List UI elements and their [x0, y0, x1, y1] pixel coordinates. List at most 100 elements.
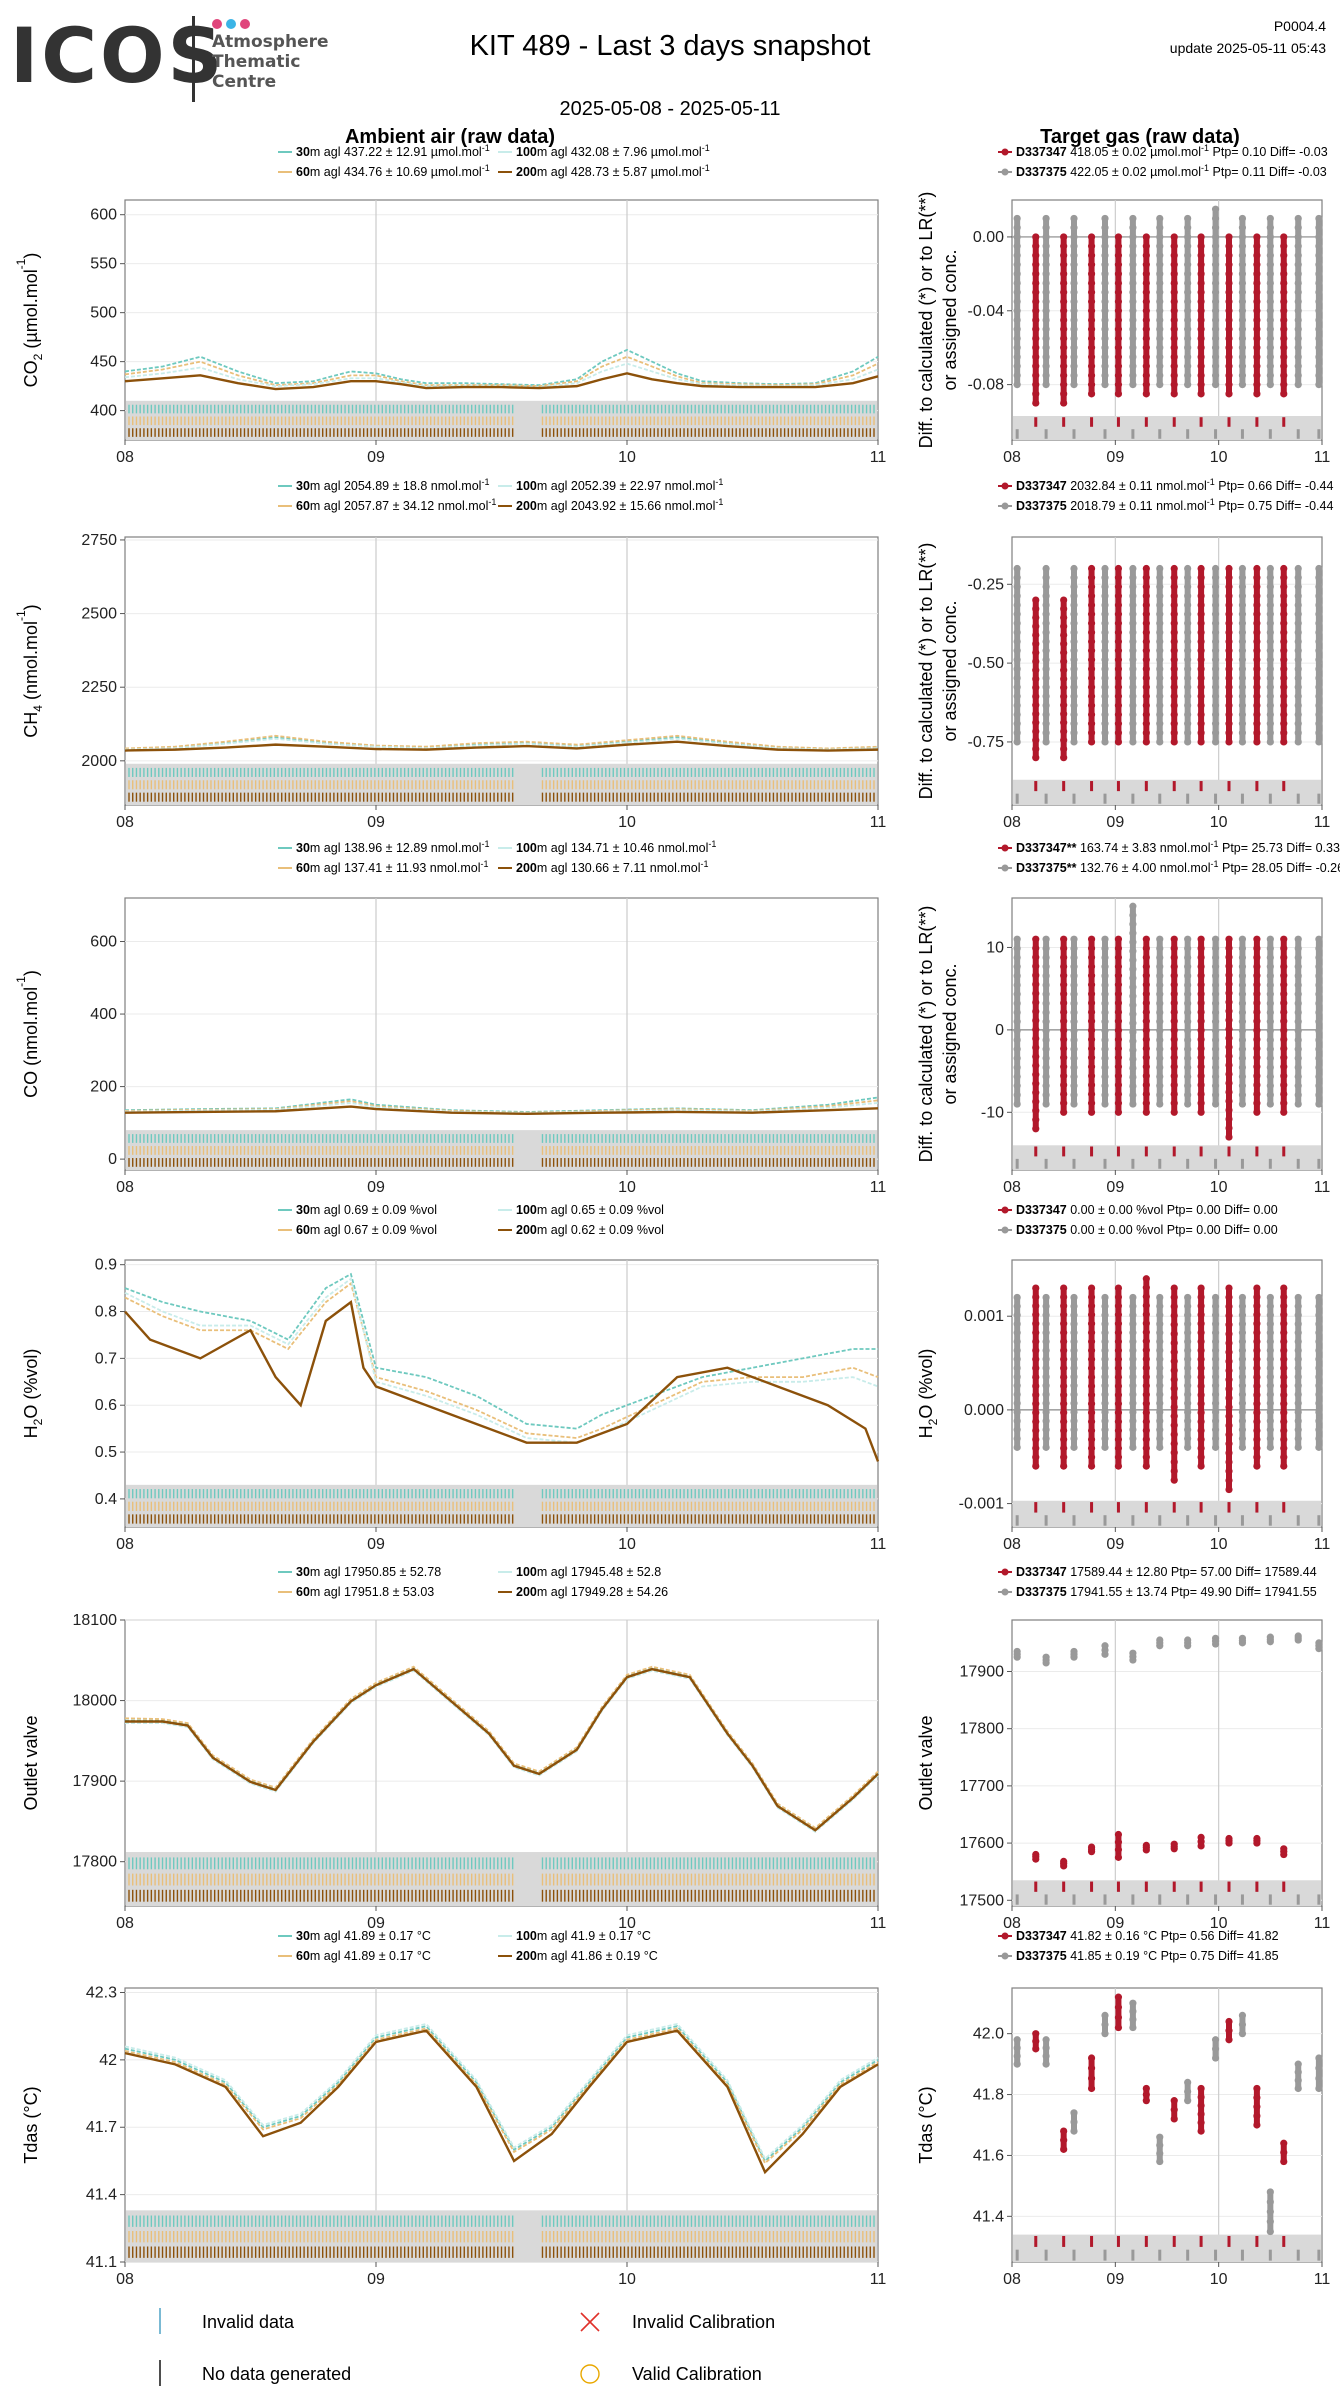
target-point-tg_red [1087, 628, 1096, 637]
target-point-tg_red [1225, 1394, 1233, 1402]
target-point-tg_grey [1184, 1018, 1192, 1026]
target-point-tg_red [1225, 1339, 1233, 1347]
target-point-tg_grey [1013, 1311, 1021, 1319]
target-point-tg_red [1170, 1108, 1178, 1116]
x-tick-label: 09 [367, 1179, 385, 1196]
target-point-tg_red [1114, 962, 1123, 971]
target-point-tg_grey [1070, 1018, 1078, 1026]
y-tick-label: 10 [986, 939, 1004, 956]
target-point-tg_red [1170, 683, 1178, 691]
y-axis-label: H2O (%vol) [916, 1349, 940, 1439]
target-point-tg_red [1142, 637, 1150, 646]
target-point-tg_grey [1184, 261, 1192, 269]
target-point-tg_red [1087, 564, 1096, 573]
target-point-tg_red [1060, 1409, 1068, 1417]
target-point-tg_red [1170, 1403, 1178, 1411]
target-point-tg_grey [1184, 1355, 1192, 1363]
target-point-tg_grey [1101, 1434, 1109, 1443]
target-point-tg_grey [1184, 1063, 1192, 1072]
target-point-tg_red [1197, 1035, 1205, 1044]
target-point-tg_red [1087, 251, 1096, 259]
legend-height: 30 [296, 1203, 310, 1217]
target-point-tg_grey [1294, 710, 1302, 719]
target-point-tg_red [1197, 1072, 1205, 1080]
target-point-tg_grey [1156, 344, 1164, 352]
target-point-tg_red [1087, 344, 1096, 352]
target-point-tg_red [1032, 596, 1040, 604]
quality-band [1013, 1145, 1321, 1170]
target-point-tg_grey [1156, 701, 1164, 710]
target-point-tg_grey [1211, 251, 1220, 259]
target-point-tg_red [1142, 720, 1150, 728]
target-point-tg_grey [1266, 935, 1274, 943]
target-point-tg_grey [1266, 944, 1274, 952]
target-point-tg_red [1087, 637, 1096, 646]
target-point-tg_grey [1101, 1054, 1109, 1062]
target-point-tg_grey [1266, 1390, 1274, 1399]
target-point-tg_red [1060, 692, 1068, 700]
target-point-tg_grey [1070, 1399, 1078, 1407]
target-point-tg_grey [1315, 592, 1323, 600]
legend-text: m agl 138.96 ± 12.89 nmol.mol [310, 841, 482, 855]
target-point-tg_grey [1013, 1426, 1021, 1434]
target-point-tg_red [1114, 990, 1123, 998]
target-point-tg_red [1114, 1426, 1123, 1435]
target-point-tg_red [1060, 1284, 1068, 1292]
target-point-tg_red [1225, 574, 1233, 582]
x-tick-label: 09 [1106, 449, 1124, 466]
target-point-tg_red [1032, 1284, 1040, 1292]
target-point-tg_grey [1266, 628, 1274, 637]
target-point-tg_grey [1238, 334, 1247, 343]
target-point-tg_grey [1042, 1390, 1050, 1399]
target-point-tg_red [1060, 233, 1068, 241]
target-point-tg_grey [1013, 1100, 1021, 1108]
target-point-tg_red [1170, 1330, 1178, 1338]
target-point-tg_grey [1101, 1091, 1109, 1099]
target-point-tg_grey [1013, 1082, 1021, 1090]
target-point-tg_grey [1315, 583, 1323, 591]
target-point-tg_grey [1070, 619, 1078, 627]
target-point-tg_grey [1156, 362, 1164, 370]
target-point-tg_grey [1238, 738, 1247, 746]
y-axis-label-part: O (%vol) [21, 1349, 41, 1419]
target-point-tg_grey [1070, 990, 1078, 998]
target-point-tg_red [1087, 738, 1096, 746]
target-point-tg_red [1032, 1320, 1040, 1328]
target-point-tg_red [1114, 738, 1123, 746]
target-point-tg_grey [1042, 1346, 1050, 1354]
target-point-tg_grey [1156, 710, 1164, 719]
target-point-tg_grey [1013, 1027, 1021, 1035]
target-point-tg_red [1060, 1373, 1068, 1381]
target-point-tg_red [1032, 640, 1040, 648]
target-point-tg_red [1114, 1108, 1123, 1116]
legend-sup: -1 [481, 477, 489, 487]
y-axis-label-part: -1 [14, 258, 28, 269]
legend-height: 60 [296, 861, 310, 875]
target-point-tg_red [1225, 619, 1233, 627]
target-point-tg_grey [1238, 1426, 1247, 1434]
target-point-tg_red [1225, 610, 1233, 618]
target-point-tg_red [1114, 390, 1123, 398]
target-point-tg_red [1280, 1320, 1288, 1328]
target-point-tg_grey [1129, 692, 1137, 700]
target-point-tg_grey [1266, 371, 1274, 379]
target-point-tg_red [1032, 1098, 1040, 1106]
target-point-tg_red [1087, 1435, 1096, 1444]
legend-height: 100 [516, 841, 537, 855]
target-point-tg_red [1170, 307, 1178, 315]
target-point-tg_red [1170, 288, 1178, 296]
target-point-tg_grey [1211, 656, 1220, 664]
target-point-tg_red [1114, 1462, 1123, 1470]
target-point-tg_grey [1129, 701, 1137, 710]
target-point-tg_grey [1315, 1091, 1323, 1099]
target-point-tg_grey [1184, 242, 1192, 250]
target-point-tg_grey [1266, 601, 1274, 609]
target-point-tg_grey [1211, 738, 1220, 746]
target-point-tg_grey [1315, 233, 1323, 241]
target-point-tg_grey [1070, 701, 1078, 710]
target-point-tg_red [1280, 279, 1288, 287]
target-point-tg_red [1197, 1418, 1205, 1426]
target-point-tg_grey [1266, 1320, 1274, 1328]
target-point-tg_grey [1156, 574, 1164, 582]
target-point-tg_grey [1129, 270, 1137, 278]
